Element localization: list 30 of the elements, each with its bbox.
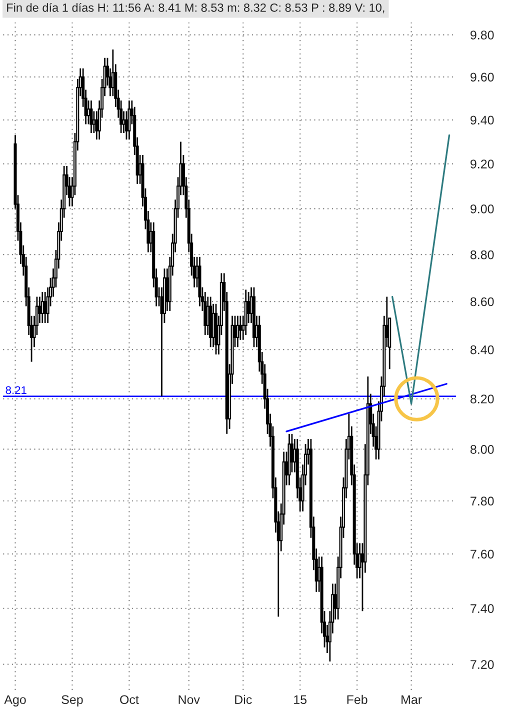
candlestick	[128, 100, 131, 140]
y-tick-label: 7.60	[470, 550, 494, 559]
y-tick-label: 7.20	[470, 660, 494, 669]
x-tick-label: 15	[294, 695, 307, 704]
x-tick-label: Sep	[62, 695, 83, 707]
y-tick-label: 8.80	[470, 250, 494, 260]
chart-title: Fin de día 1 días H: 11:56 A: 8.41 M: 8.53 m: 8.32 C: 8.53 P : 8.89 V: 10,	[7, 3, 384, 14]
y-tick-label: 7.80	[470, 496, 494, 506]
ref-line-label: 8.21	[6, 386, 26, 394]
x-tick-label: Mar	[402, 695, 422, 704]
y-tick-label: 9.20	[470, 160, 494, 168]
y-tick-label: 8.40	[470, 345, 494, 354]
candlestick	[204, 291, 207, 336]
y-tick-label: 9.80	[470, 30, 494, 40]
y-tick-label: 9.60	[470, 72, 494, 82]
x-tick-label: Oct	[120, 695, 139, 704]
candlestick	[44, 291, 47, 324]
y-tick-label: 8.20	[470, 394, 494, 404]
y-tick-label: 9.40	[470, 116, 494, 125]
y-tick-label: 8.60	[470, 297, 494, 306]
y-tick-label: 9.00	[470, 204, 494, 214]
candlestick	[244, 288, 248, 336]
candlestick	[236, 315, 240, 348]
y-tick-label: 7.40	[470, 604, 494, 614]
x-tick-label: Ago	[4, 695, 26, 707]
x-tick-label: Dic	[235, 694, 252, 704]
y-tick-label: 8.00	[470, 444, 494, 454]
x-tick-label: Nov	[178, 695, 200, 704]
x-tick-label: Feb	[347, 694, 368, 704]
candlestick	[90, 100, 93, 134]
